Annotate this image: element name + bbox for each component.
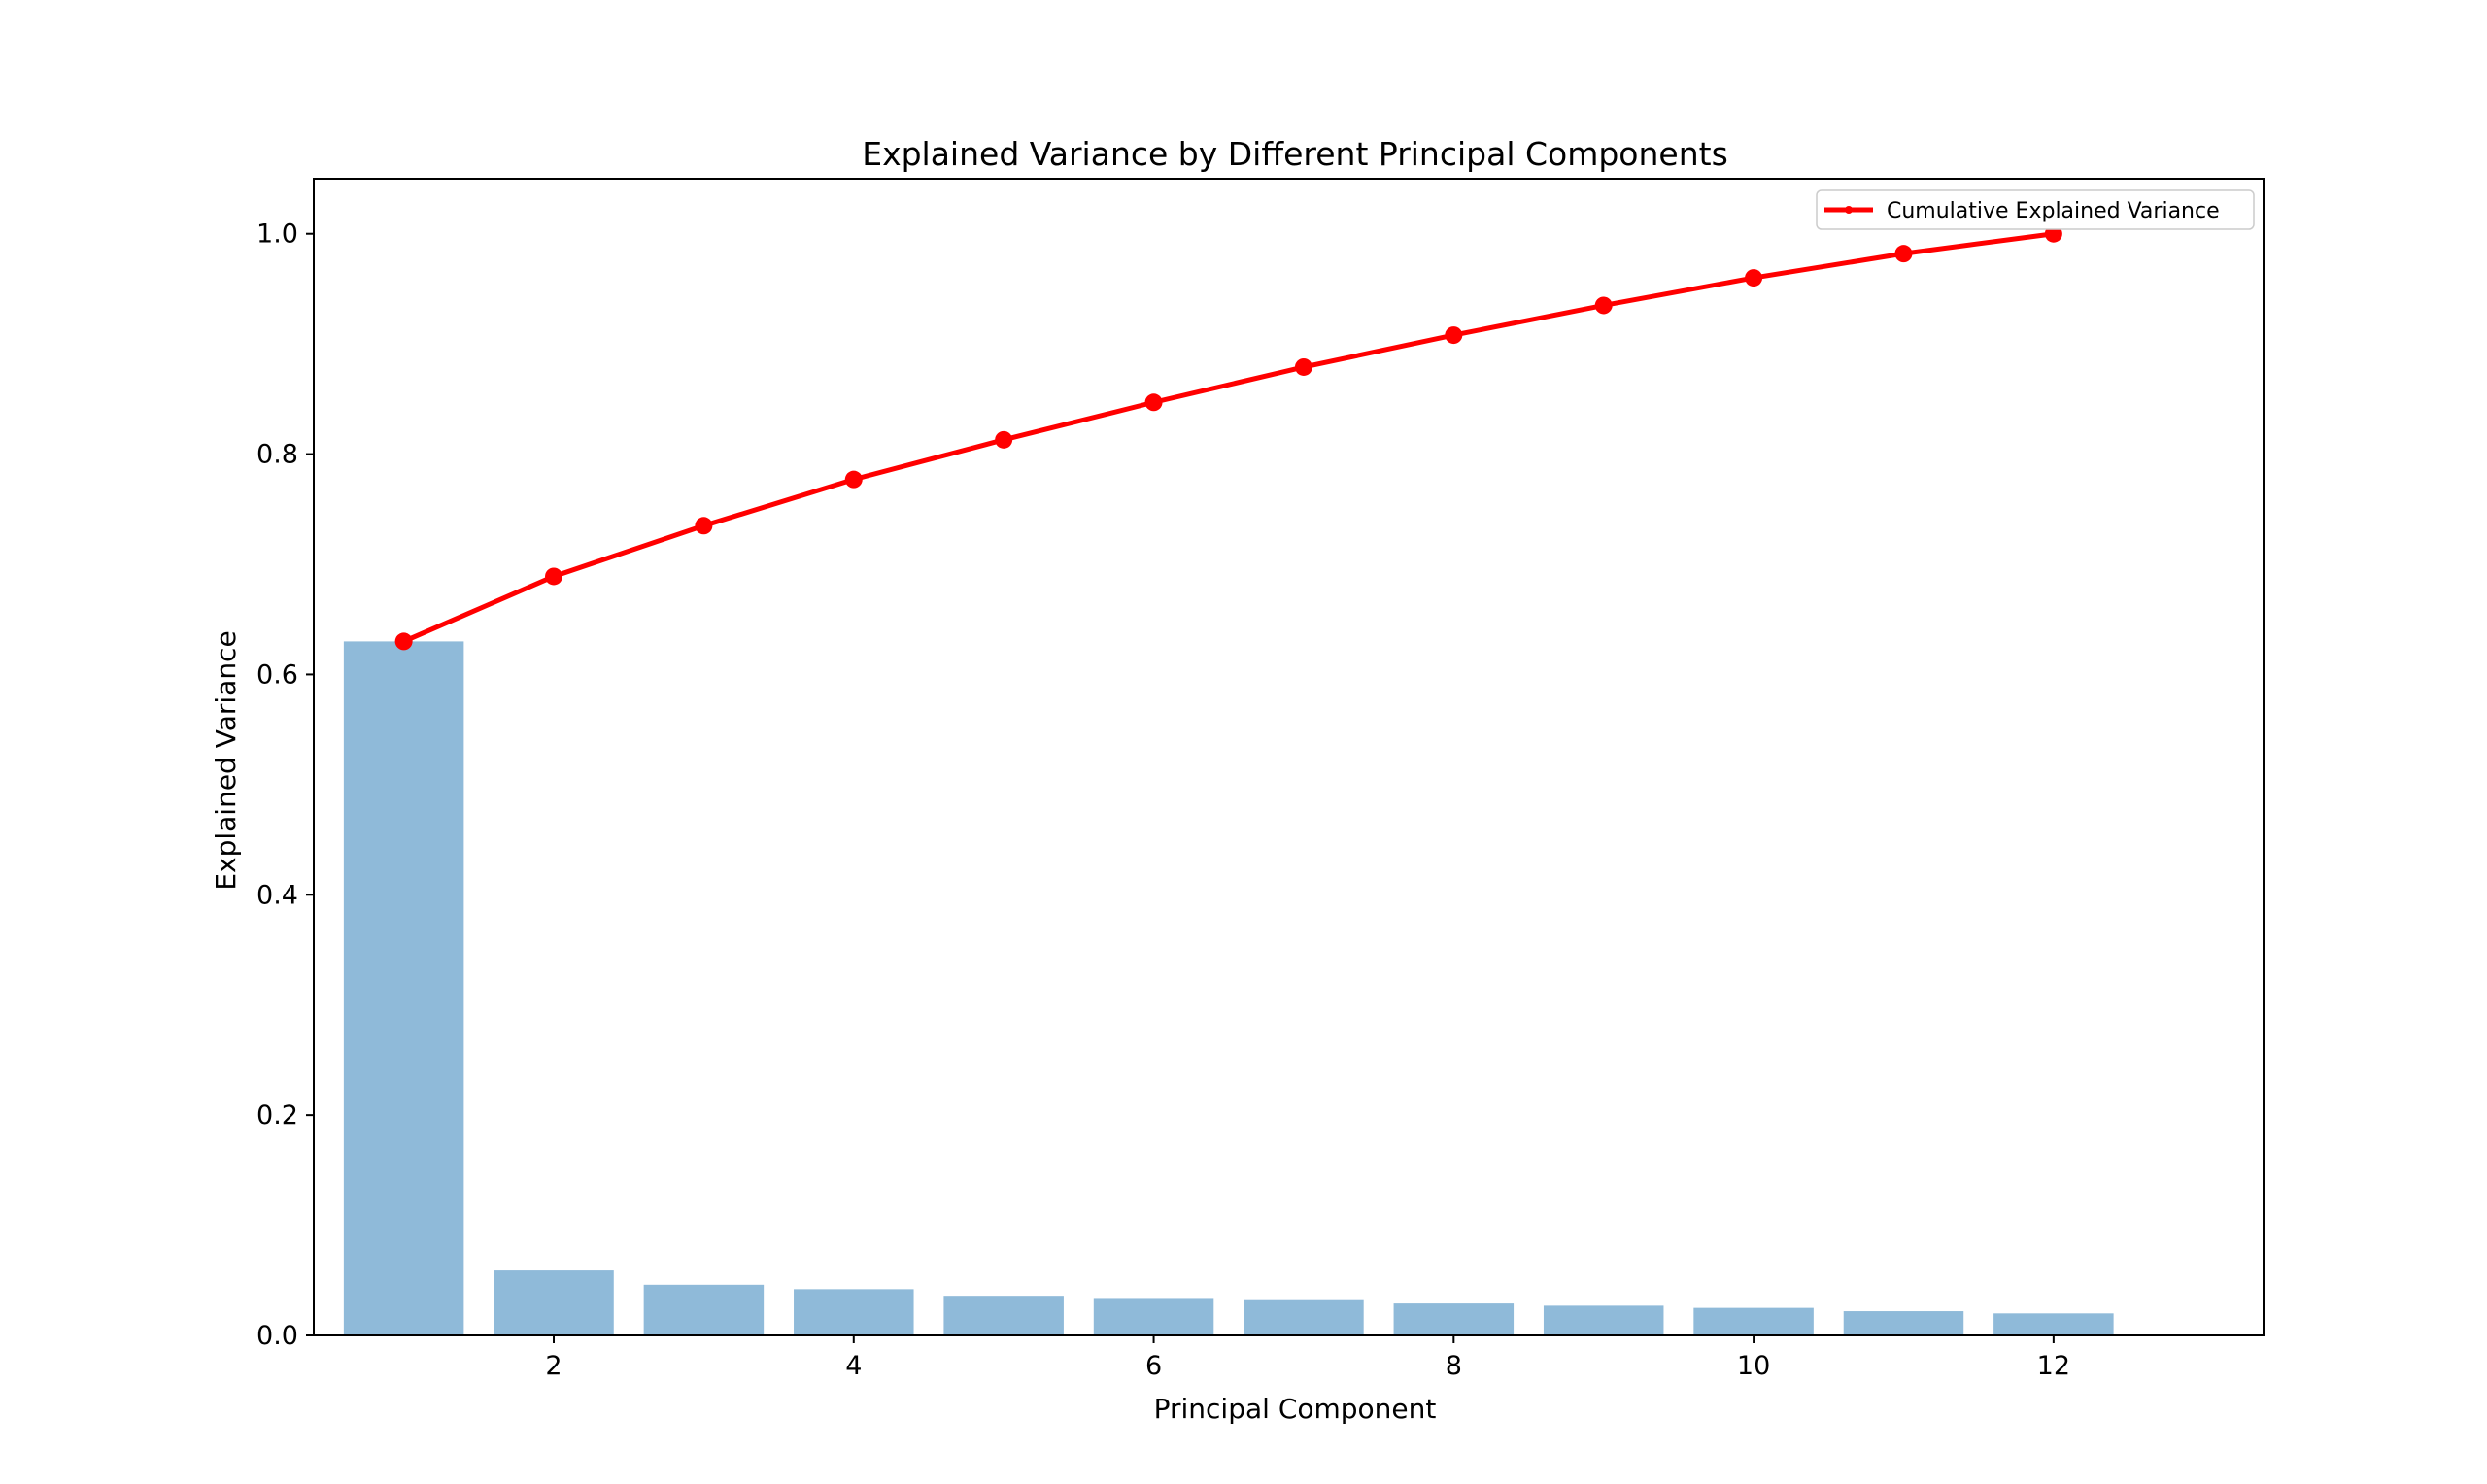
- bar-pc-9: [1543, 1305, 1664, 1335]
- bar-pc-7: [1244, 1299, 1364, 1335]
- cumulative-point-pc-4: [844, 470, 863, 489]
- x-tick-label: 6: [1145, 1351, 1162, 1381]
- bar-pc-3: [643, 1284, 765, 1335]
- bar-pc-10: [1693, 1307, 1814, 1335]
- x-tick-label: 12: [2037, 1351, 2070, 1381]
- y-tick-label: 0.2: [256, 1100, 298, 1130]
- legend: Cumulative Explained Variance: [1816, 189, 2255, 230]
- cumulative-point-pc-2: [545, 567, 563, 586]
- x-axis-label: Principal Component: [1154, 1393, 1437, 1425]
- y-tick-label: 1.0: [256, 219, 298, 250]
- cumulative-point-pc-1: [394, 632, 413, 651]
- cumulative-point-pc-10: [1745, 269, 1763, 287]
- bar-pc-6: [1093, 1298, 1214, 1335]
- plot-frame: [313, 178, 2265, 1336]
- y-tick-label: 0.4: [256, 880, 298, 910]
- y-tick-label: 0.6: [256, 659, 298, 690]
- x-tick-label: 2: [545, 1351, 562, 1381]
- cumulative-point-pc-11: [1894, 245, 1913, 263]
- bar-pc-11: [1843, 1311, 1964, 1335]
- cumulative-point-pc-6: [1144, 393, 1163, 412]
- bar-pc-12: [1993, 1313, 2114, 1335]
- bar-pc-5: [943, 1296, 1064, 1335]
- cumulative-point-pc-8: [1445, 326, 1463, 345]
- bar-pc-4: [794, 1289, 914, 1335]
- legend-marker-swatch: [1845, 206, 1853, 214]
- x-tick-label: 8: [1446, 1351, 1462, 1381]
- bars-layer: [343, 641, 2114, 1335]
- legend-label: Cumulative Explained Variance: [1887, 199, 2220, 223]
- cumulative-point-pc-7: [1294, 357, 1312, 376]
- bar-pc-1: [343, 641, 464, 1335]
- cumulative-point-pc-3: [695, 517, 713, 535]
- legend-box: [1816, 189, 2255, 230]
- bar-pc-2: [494, 1270, 614, 1335]
- x-tick-label: 10: [1737, 1351, 1770, 1381]
- cumulative-point-pc-9: [1594, 296, 1613, 315]
- bar-pc-8: [1393, 1303, 1515, 1335]
- y-tick-label: 0.0: [256, 1321, 298, 1351]
- cumulative-point-pc-5: [995, 430, 1013, 449]
- x-tick-label: 4: [845, 1351, 862, 1381]
- chart-title: Explained Variance by Different Principa…: [862, 135, 1728, 173]
- y-axis-label: Explained Variance: [210, 630, 242, 890]
- y-tick-label: 0.8: [256, 440, 298, 470]
- cumulative-variance-line: [402, 231, 2055, 644]
- cumulative-line-layer: [394, 224, 2062, 651]
- axes-layer: 0.0 0.2 0.4 0.6 0.8 1.0 2 4 6 8 10 12: [256, 178, 2265, 1381]
